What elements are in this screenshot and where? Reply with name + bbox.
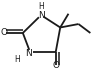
Text: N: N	[38, 11, 44, 20]
Text: O: O	[0, 28, 7, 37]
Text: O: O	[52, 61, 59, 70]
Text: H: H	[38, 2, 44, 11]
Text: H: H	[14, 55, 20, 64]
Text: N: N	[25, 49, 32, 58]
